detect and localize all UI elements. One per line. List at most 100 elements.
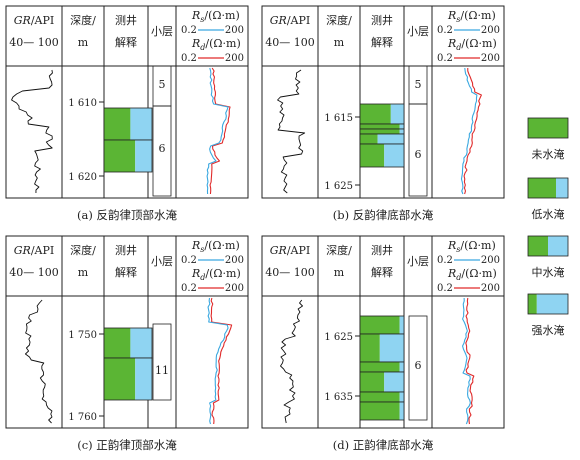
rs-subscript: s (456, 15, 460, 24)
legend-swatch-outline (527, 177, 569, 199)
rs-header: Rs/(Ω·m) (447, 9, 496, 24)
rd-subscript: d (456, 273, 461, 282)
gr-unit: /API (31, 14, 54, 27)
legend-swatch-outline (527, 117, 569, 139)
rs-scale-max: 200 (481, 255, 500, 266)
layer-header: 小层 (407, 25, 429, 38)
interp-header-line1: 测井 (371, 13, 393, 27)
gr-header: GR/API (270, 244, 310, 257)
rd-scale-min: 0.2 (181, 283, 197, 294)
rd-header: Rd/(Ω·m) (191, 37, 241, 52)
depth-header-line1: 深度/ (326, 243, 352, 257)
interp-header-line2: 解释 (371, 35, 393, 49)
rs-scale-min: 0.2 (437, 25, 453, 36)
water-zone-block (399, 124, 404, 129)
rd-symbol: R (191, 267, 200, 280)
rs-subscript: s (456, 245, 460, 254)
depth-tick-label: 1 625 (324, 332, 353, 343)
interp-block-outline (359, 143, 405, 168)
rs-curve (206, 67, 229, 195)
interp-header-line1: 测井 (115, 243, 137, 257)
gr-name: GR (270, 244, 287, 257)
oil-zone-block (104, 328, 131, 358)
rd-curve (210, 297, 233, 425)
water-zone-block (130, 108, 152, 140)
depth-header-line1: 深度/ (326, 13, 352, 27)
panel-caption: (d) 正韵律底部水淹 (333, 438, 434, 452)
oil-zone-block (360, 316, 400, 334)
panel-frame (261, 5, 505, 199)
water-zone-block (399, 316, 404, 334)
layer-box (408, 103, 428, 197)
rd-header: Rd/(Ω·m) (447, 37, 497, 52)
panel-frame (5, 5, 249, 199)
gr-name: GR (14, 14, 31, 27)
rs-scale-min: 0.2 (181, 255, 197, 266)
interp-block-outline (103, 357, 153, 401)
rs-unit: /(Ω·m) (460, 239, 495, 252)
layer-label: 5 (159, 78, 166, 91)
water-zone-block (390, 104, 404, 124)
rd-scale-min: 0.2 (437, 53, 453, 64)
panel-caption: (a) 反韵律顶部水淹 (77, 208, 177, 222)
water-zone-block (399, 392, 404, 402)
panel-frame (261, 235, 505, 429)
rs-scale-max: 200 (225, 255, 244, 266)
layer-label: 6 (159, 142, 166, 155)
rs-header: Rs/(Ω·m) (191, 9, 240, 24)
gr-curve (11, 69, 53, 194)
rs-header: Rs/(Ω·m) (191, 239, 240, 254)
gr-unit: /API (287, 14, 310, 27)
rd-unit: /(Ω·m) (205, 37, 240, 50)
interp-header-line2: 解释 (371, 265, 393, 279)
oil-zone-block (360, 124, 400, 129)
water-zone-block (399, 402, 404, 420)
legend-water-swatch (556, 178, 568, 198)
water-zone-block (399, 362, 404, 372)
gr-scale: 40— 100 (9, 266, 59, 279)
layer-header: 小层 (151, 255, 173, 268)
rs-unit: /(Ω·m) (204, 9, 239, 22)
layer-box (152, 323, 172, 401)
rs-symbol: R (191, 239, 200, 252)
rs-curve (460, 67, 478, 195)
rs-symbol: R (191, 9, 200, 22)
rd-scale-max: 200 (225, 283, 244, 294)
rd-symbol: R (447, 267, 456, 280)
layer-label: 6 (415, 148, 422, 161)
gr-scale: 40— 100 (265, 36, 315, 49)
oil-zone-block (360, 129, 400, 134)
legend-water-swatch (536, 294, 568, 314)
interp-header-line2: 解释 (115, 265, 137, 279)
water-zone-block (135, 140, 152, 172)
water-zone-block (399, 129, 404, 134)
water-zone-block (384, 372, 404, 392)
depth-header-line1: 深度/ (70, 243, 96, 257)
legend-oil-swatch (528, 118, 568, 138)
rd-unit: /(Ω·m) (461, 267, 496, 280)
water-zone-block (379, 334, 404, 362)
rd-subscript: d (200, 43, 205, 52)
gr-name: GR (270, 14, 287, 27)
rd-subscript: d (200, 273, 205, 282)
layer-label: 6 (415, 359, 422, 372)
rs-scale-max: 200 (481, 25, 500, 36)
depth-header-line1: 深度/ (70, 13, 96, 27)
oil-zone-block (360, 134, 378, 144)
depth-header-line2: m (78, 266, 89, 279)
interp-header-line2: 解释 (115, 35, 137, 49)
gr-scale: 40— 100 (265, 266, 315, 279)
interp-header-line1: 测井 (115, 13, 137, 27)
depth-tick-label: 1 635 (324, 392, 353, 403)
oil-zone-block (360, 144, 385, 167)
rd-symbol: R (447, 37, 456, 50)
rs-unit: /(Ω·m) (204, 239, 239, 252)
gr-curve (24, 299, 53, 424)
legend-swatch-outline (527, 235, 569, 257)
gr-unit: /API (287, 244, 310, 257)
water-zone-block (130, 328, 152, 358)
legend-label: 强水淹 (532, 324, 565, 337)
